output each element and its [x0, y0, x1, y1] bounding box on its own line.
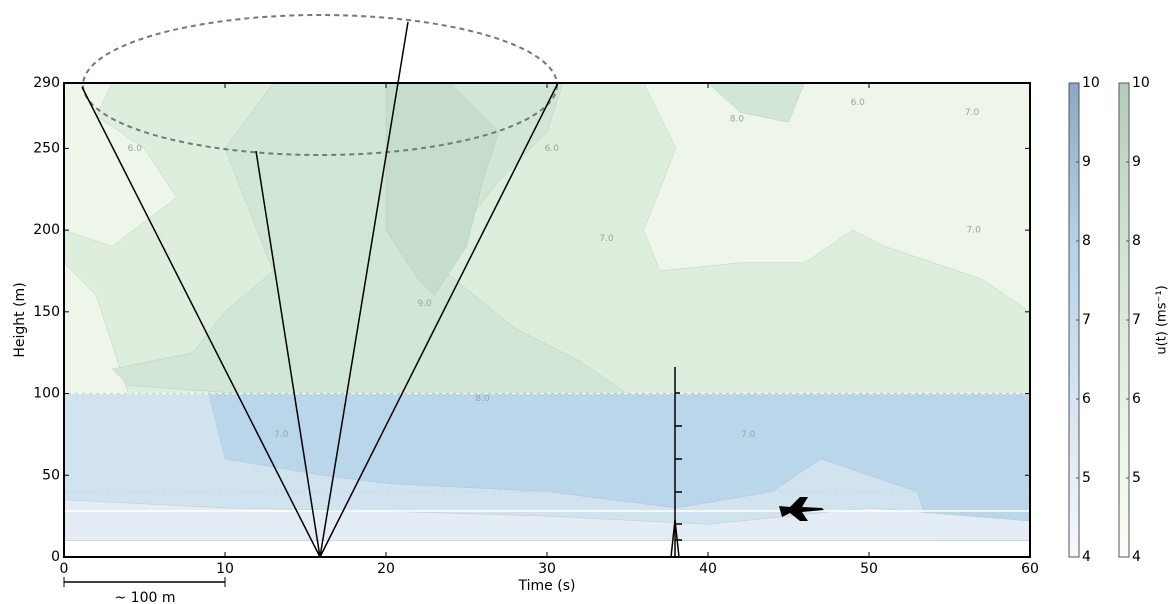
contour-label: 9.0	[417, 299, 432, 309]
contour-label: 7.0	[965, 108, 980, 118]
colorbar-tick-label: 8	[1132, 233, 1141, 249]
contour-label: 8.0	[475, 394, 490, 404]
colorbar-label: u(t) (ms⁻¹)	[1155, 285, 1170, 354]
x-tick-label: 40	[699, 561, 717, 577]
colorbar-tick-label: 4	[1132, 549, 1141, 565]
colorbar-tick-label: 10	[1132, 75, 1150, 91]
scale-bar-label: ~ 100 m	[115, 590, 176, 604]
colorbar-tick-label: 5	[1082, 470, 1091, 486]
colorbar-tick-label: 10	[1082, 75, 1100, 91]
chart: 9.0 7.0 8.0 6.0 7.0 7.0 6.0 6.0 7.0 7.0 8.0 0 10 20 3…	[0, 0, 1175, 604]
colorbar-tick-label: 7	[1082, 312, 1091, 328]
y-tick-label: 150	[33, 304, 60, 320]
contour-label: 8.0	[730, 114, 745, 124]
colorbar-tick-label: 6	[1132, 391, 1141, 407]
x-tick-label: 10	[216, 561, 234, 577]
colorbar-tick-label: 9	[1132, 154, 1141, 170]
colorbars: 4 5 6 7 8 9 10 4 5 6 7 8 9 10	[1069, 75, 1150, 565]
y-tick-label: 290	[33, 75, 60, 91]
x-tick-label: 20	[377, 561, 395, 577]
colorbar-tick-label: 9	[1082, 154, 1091, 170]
contour-label: 7.0	[274, 430, 289, 440]
contour-label: 6.0	[128, 144, 143, 154]
contour-label: 6.0	[545, 144, 560, 154]
y-tick-label: 50	[42, 467, 60, 483]
x-tick-label: 30	[538, 561, 556, 577]
y-tick-label: 0	[51, 549, 60, 565]
x-axis-label: Time (s)	[518, 578, 576, 594]
x-tick-label: 60	[1021, 561, 1039, 577]
colorbar-tick-label: 5	[1132, 470, 1141, 486]
y-tick-label: 100	[33, 386, 60, 402]
y-axis-label: Height (m)	[12, 282, 28, 357]
y-tick-label: 200	[33, 222, 60, 238]
contour-label: 6.0	[851, 98, 866, 108]
colorbar-tick-label: 8	[1082, 233, 1091, 249]
x-tick-label: 50	[860, 561, 878, 577]
colorbar-tick-label: 7	[1132, 312, 1141, 328]
colorbar-tick-label: 4	[1082, 549, 1091, 565]
colorbar-tick-label: 6	[1082, 391, 1091, 407]
x-tick-label: 0	[60, 561, 69, 577]
contour-label: 7.0	[599, 234, 614, 244]
y-tick-label: 250	[33, 140, 60, 156]
contour-label: 7.0	[966, 226, 981, 236]
contour-label: 7.0	[741, 430, 756, 440]
